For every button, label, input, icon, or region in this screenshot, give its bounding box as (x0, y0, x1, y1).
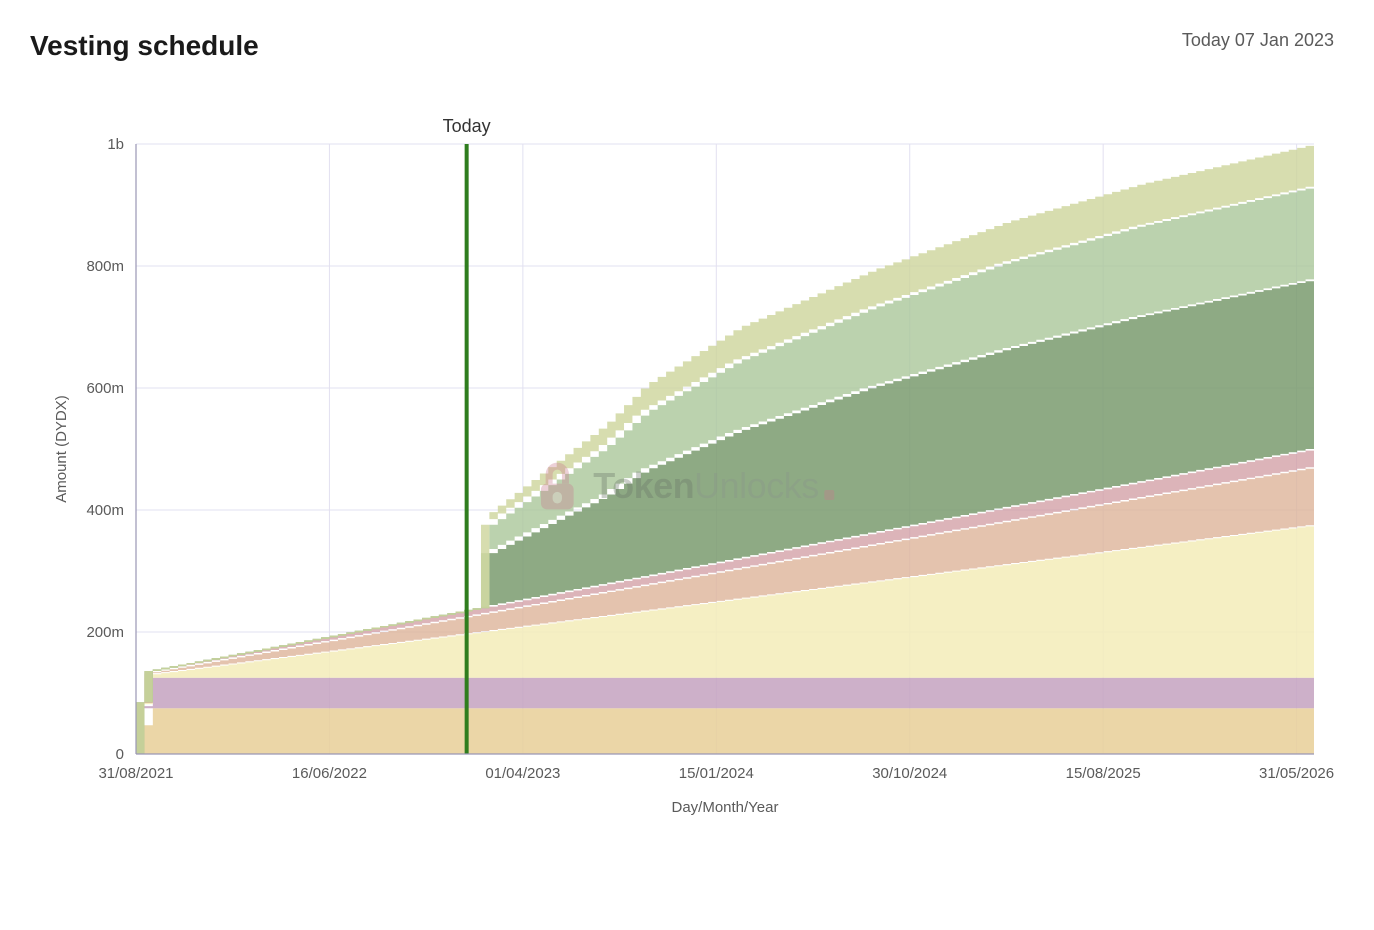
chart-areas (136, 144, 1314, 754)
area-retroactive-rewards (136, 708, 1314, 754)
y-tick-label: 0 (116, 746, 124, 763)
x-tick-label: 15/01/2024 (679, 765, 754, 782)
y-axis-title: Amount (DYDX) (53, 395, 70, 503)
today-label-text: Today (443, 116, 491, 136)
chart-header: Vesting schedule Today 07 Jan 2023 (30, 30, 1334, 62)
chart-date-label: Today 07 Jan 2023 (1182, 30, 1334, 51)
chart-plot-wrap: Today 0 200m 400m 600m 800m 1b Amount (DYDX) 31… (30, 112, 1334, 892)
x-tick-label: 31/05/2026 (1259, 765, 1334, 782)
x-tick-label: 01/04/2023 (485, 765, 560, 782)
y-tick-label: 800m (86, 258, 124, 275)
x-tick-label: 15/08/2025 (1066, 765, 1141, 782)
y-tick-label: 600m (86, 380, 124, 397)
vesting-chart-svg: Today 0 200m 400m 600m 800m 1b Amount (DYDX) 31… (30, 112, 1334, 892)
x-tick-label: 30/10/2024 (872, 765, 947, 782)
y-tick-label: 1b (107, 136, 124, 153)
y-tick-label: 200m (86, 624, 124, 641)
chart-title: Vesting schedule (30, 30, 259, 62)
x-axis-title: Day/Month/Year (671, 799, 778, 816)
chart-container: Vesting schedule Today 07 Jan 2023 Today… (0, 0, 1374, 930)
x-tick-label: 16/06/2022 (292, 765, 367, 782)
y-tick-label: 400m (86, 502, 124, 519)
x-tick-label: 31/08/2021 (98, 765, 173, 782)
